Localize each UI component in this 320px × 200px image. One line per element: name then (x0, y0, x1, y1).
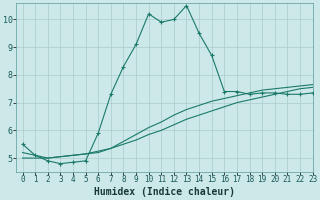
X-axis label: Humidex (Indice chaleur): Humidex (Indice chaleur) (94, 187, 235, 197)
